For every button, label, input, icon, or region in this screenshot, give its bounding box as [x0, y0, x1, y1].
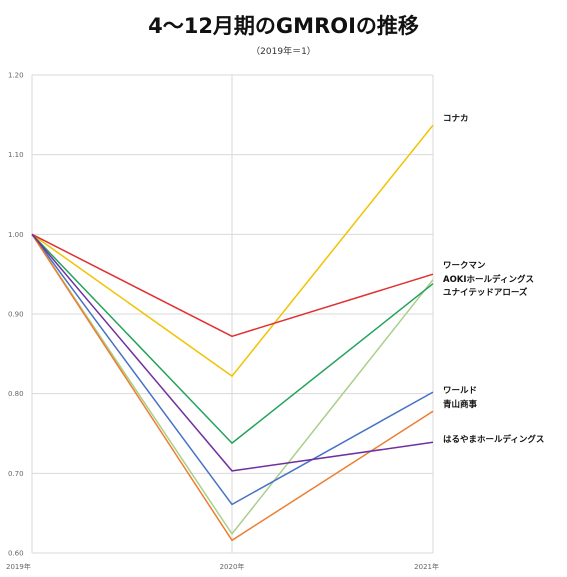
series-label-0: コナカ — [443, 114, 469, 124]
series-line-6 — [31, 233, 434, 472]
series-label-6: はるやまホールディングス — [443, 434, 544, 445]
series-lines — [31, 124, 434, 542]
series-label-1: ワークマン — [443, 260, 486, 271]
series-line-0 — [31, 124, 434, 378]
y-tick-label: 1.10 — [8, 151, 24, 159]
chart-subtitle: （2019年＝1） — [251, 47, 316, 57]
series-line-5 — [31, 233, 434, 542]
series-line-1 — [31, 233, 434, 338]
series-line-3 — [31, 233, 434, 445]
series-line-2 — [31, 233, 434, 536]
y-tick-label: 1.00 — [8, 231, 24, 239]
x-tick-label: 2020年 — [220, 562, 245, 571]
x-tick-label: 2019年 — [6, 562, 31, 571]
series-line-4 — [31, 233, 434, 506]
y-tick-label: 1.20 — [8, 72, 24, 80]
series-label-3: ユナイテッドアローズ — [443, 287, 528, 298]
series-label-4: ワールド — [443, 386, 477, 396]
y-tick-label: 0.90 — [8, 311, 24, 319]
chart-title: 4～12月期のGMROIの推移 — [148, 14, 419, 38]
grid — [31, 74, 434, 554]
y-tick-label: 0.80 — [8, 390, 24, 398]
axis-labels: 0.60 0.70 0.80 0.90 1.00 1.10 1.20 2019年 2020年 20… — [6, 72, 439, 572]
series-label-5: 青山商事 — [443, 399, 478, 410]
x-tick-label: 2021年 — [414, 562, 439, 571]
series-label-2: AOKIホールディングス — [443, 274, 534, 285]
y-tick-label: 0.60 — [8, 550, 24, 558]
y-tick-label: 0.70 — [8, 470, 24, 478]
